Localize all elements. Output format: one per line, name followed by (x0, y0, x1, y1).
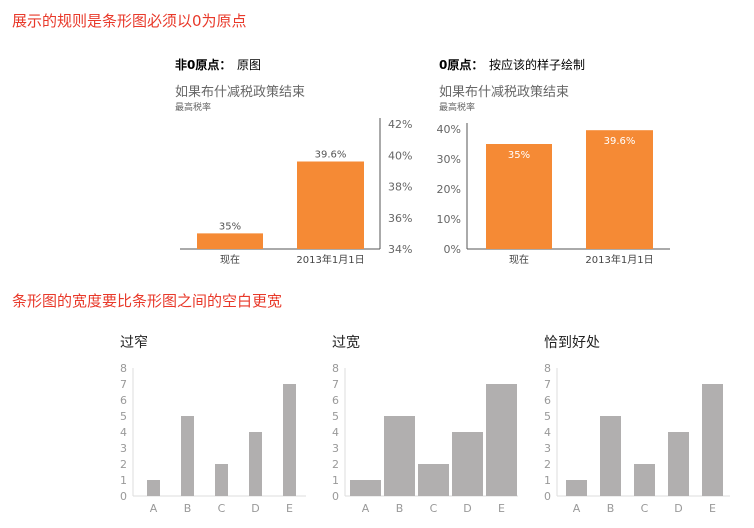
bar-C (418, 464, 449, 496)
y-tick-label: 6 (120, 394, 127, 407)
x-tick-label: C (641, 502, 649, 515)
x-tick-label: D (674, 502, 682, 515)
x-tick-label: A (573, 502, 581, 515)
bar-B (384, 416, 415, 496)
bar-E (283, 384, 296, 496)
y-tick-label: 0 (120, 490, 127, 503)
y-tick-label: 1 (120, 474, 127, 487)
panel-title-bold: 非0原点： (175, 57, 231, 72)
x-tick-label: E (498, 502, 505, 515)
x-tick-label: B (184, 502, 192, 515)
y-tick-label: 38% (388, 181, 412, 194)
y-tick-label: 6 (332, 394, 339, 407)
y-tick-label: 36% (388, 212, 412, 225)
panel-title-bold: 0原点： (439, 57, 483, 72)
x-tick-label: 2013年1月1日 (585, 253, 653, 266)
heading-bar-width: 条形图的宽度要比条形图之间的空白更宽 (12, 292, 283, 310)
y-tick-label: 2 (120, 458, 127, 471)
y-tick-label: 5 (120, 410, 127, 423)
y-tick-label: 40% (388, 149, 412, 162)
panel-title: 原图 (237, 58, 261, 72)
bar-A (147, 480, 160, 496)
x-tick-label: A (150, 502, 158, 515)
bar-E (702, 384, 723, 496)
x-tick-label: 2013年1月1日 (296, 253, 364, 266)
heading-zero-origin: 展示的规则是条形图必须以0为原点 (12, 12, 247, 30)
x-tick-label: B (396, 502, 404, 515)
data-label: 35% (219, 221, 241, 232)
y-tick-label: 8 (120, 362, 127, 375)
y-tick-label: 0% (444, 243, 461, 256)
data-label: 35% (508, 150, 530, 161)
y-tick-label: 4 (120, 426, 127, 439)
chart-title: 过宽 (332, 334, 360, 351)
y-tick-label: 3 (332, 442, 339, 455)
bar-B (181, 416, 194, 496)
bar-B (600, 416, 621, 496)
y-tick-label: 8 (332, 362, 339, 375)
x-tick-label: B (607, 502, 615, 515)
chart-title: 如果布什减税政策结束 (175, 84, 305, 100)
x-tick-label: D (251, 502, 259, 515)
data-label: 39.6% (604, 136, 636, 147)
bar-0 (486, 144, 552, 249)
bar-D (249, 432, 262, 496)
bar-E (486, 384, 517, 496)
y-tick-label: 4 (332, 426, 339, 439)
y-tick-label: 3 (544, 442, 551, 455)
x-tick-label: 现在 (509, 254, 529, 266)
bar-D (668, 432, 689, 496)
y-tick-label: 42% (388, 118, 412, 131)
y-tick-label: 30% (437, 153, 461, 166)
y-tick-label: 5 (332, 410, 339, 423)
x-tick-label: A (362, 502, 370, 515)
y-tick-label: 8 (544, 362, 551, 375)
y-tick-label: 20% (437, 183, 461, 196)
y-tick-label: 7 (544, 378, 551, 391)
y-tick-label: 2 (332, 458, 339, 471)
y-tick-label: 10% (437, 213, 461, 226)
x-tick-label: E (709, 502, 716, 515)
x-tick-label: C (218, 502, 226, 515)
x-tick-label: C (430, 502, 438, 515)
bar-C (215, 464, 228, 496)
y-tick-label: 7 (120, 378, 127, 391)
bar-A (350, 480, 381, 496)
y-tick-label: 6 (544, 394, 551, 407)
y-tick-label: 4 (544, 426, 551, 439)
y-tick-label: 1 (544, 474, 551, 487)
panel-title: 按应该的样子绘制 (489, 57, 585, 72)
x-tick-label: E (286, 502, 293, 515)
bar-0 (197, 233, 263, 249)
y-tick-label: 3 (120, 442, 127, 455)
y-tick-label: 34% (388, 243, 412, 256)
bar-C (634, 464, 655, 496)
y-tick-label: 2 (544, 458, 551, 471)
bar-A (566, 480, 587, 496)
bar-1 (586, 130, 653, 249)
data-label: 39.6% (315, 150, 347, 161)
y-tick-label: 1 (332, 474, 339, 487)
x-tick-label: 现在 (220, 254, 240, 266)
y-tick-label: 7 (332, 378, 339, 391)
x-tick-label: D (463, 502, 471, 515)
chart-title: 过窄 (120, 334, 148, 351)
bar-1 (297, 161, 364, 249)
y-tick-label: 0 (332, 490, 339, 503)
y-tick-label: 40% (437, 123, 461, 136)
y-tick-label: 0 (544, 490, 551, 503)
y-tick-label: 5 (544, 410, 551, 423)
bar-D (452, 432, 483, 496)
chart-subtitle: 最高税率 (439, 101, 475, 113)
chart-title: 如果布什减税政策结束 (439, 84, 569, 100)
chart-title: 恰到好处 (544, 335, 600, 351)
chart-subtitle: 最高税率 (175, 101, 211, 113)
